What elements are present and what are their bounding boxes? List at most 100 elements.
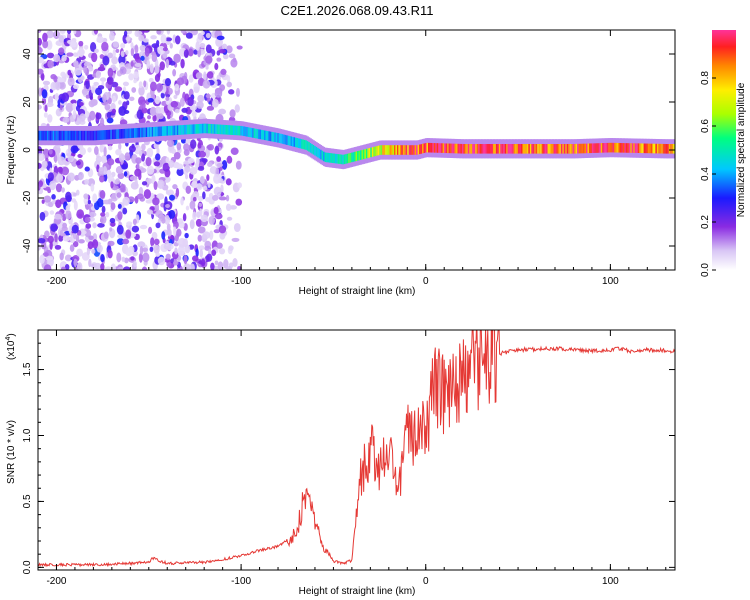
ridge-core-cell (110, 129, 113, 140)
noise-cell (226, 266, 233, 270)
noise-cell (101, 205, 106, 214)
ridge-core-cell (532, 144, 535, 154)
noise-cell (153, 238, 160, 246)
ridge-core-cell (95, 130, 98, 141)
ridge-core-cell (420, 144, 423, 154)
noise-cell (118, 106, 127, 116)
ridge-core-cell (77, 130, 80, 141)
ridge-core-cell (162, 126, 165, 136)
colorbar-label: Normalized spectral amplitude (736, 82, 747, 217)
noise-cell (138, 85, 145, 96)
ridge-core-cell (668, 144, 671, 154)
ridge-core-cell (268, 131, 271, 141)
noise-cell (91, 52, 98, 63)
ridge-core-cell (345, 154, 348, 164)
noise-cell (198, 202, 203, 207)
ridge-core-cell (308, 142, 311, 152)
ridge-core-cell (467, 144, 470, 154)
noise-cell (117, 203, 122, 209)
ridge-core-cell (190, 124, 193, 135)
ridge-core-cell (210, 124, 213, 134)
ridge-core-cell (139, 127, 142, 138)
noise-cell (185, 139, 192, 144)
ridge-core-cell (337, 154, 340, 164)
noise-cell (214, 260, 219, 265)
noise-cell (65, 102, 74, 113)
noise-cell (202, 191, 206, 200)
ridge-core-cell (544, 144, 547, 154)
noise-cell (88, 235, 94, 241)
noise-cell (38, 45, 41, 51)
ridge-core-cell (315, 146, 318, 157)
ridge-core-cell (169, 125, 172, 136)
ridge-core-cell (439, 143, 442, 153)
ridge-core-cell (560, 144, 563, 154)
noise-cell (195, 218, 203, 227)
noise-cell (38, 104, 42, 110)
noise-cell (99, 54, 105, 59)
ridge-core-cell (320, 149, 323, 160)
ridge-core-cell (402, 145, 405, 155)
ridge-core-cell (475, 144, 478, 154)
ridge-core-cell (596, 143, 599, 153)
noise-cell (145, 156, 152, 167)
noise-cell (141, 143, 146, 151)
ridge-core-cell (656, 143, 659, 154)
noise-cell (173, 53, 181, 63)
ridge-core-cell (230, 125, 233, 135)
noise-cell (100, 212, 106, 217)
noise-cell (226, 155, 233, 164)
noise-cell (109, 217, 116, 224)
noise-cell (185, 205, 190, 211)
noise-cell (112, 41, 119, 48)
ridge-core-cell (58, 130, 61, 141)
noise-cell (87, 199, 91, 205)
noise-cell (47, 201, 54, 208)
ridge-core-cell (138, 127, 141, 138)
ridge-core-cell (362, 149, 365, 160)
ridge-core-cell (46, 130, 49, 141)
noise-cell (131, 225, 140, 233)
colorbar-tick-label: 0.8 (700, 71, 711, 85)
snr-x-ticks: -200 -100 0 100 (37, 330, 667, 587)
noise-cell (133, 79, 137, 84)
x-tick-label: 100 (602, 276, 619, 287)
ridge-core-cell (414, 145, 417, 155)
noise-cell (133, 71, 139, 79)
noise-cell (72, 84, 80, 90)
noise-cell (183, 49, 189, 59)
ridge-core-cell (340, 154, 343, 165)
ridge-core-cell (389, 145, 392, 155)
noise-cell (165, 37, 173, 42)
ridge-core-cell (153, 126, 156, 137)
ridge-core-cell (151, 127, 154, 137)
noise-cell (53, 54, 61, 63)
noise-cell (164, 215, 171, 225)
ridge-core-cell (410, 145, 413, 155)
noise-cell (92, 193, 98, 204)
ridge-core-cell (537, 144, 540, 154)
noise-cell (150, 237, 155, 247)
noise-cell (142, 252, 150, 263)
noise-cell (183, 263, 191, 270)
spectrogram-x-label: Height of straight line (km) (299, 286, 416, 297)
noise-cell (138, 150, 143, 157)
noise-cell (104, 103, 111, 111)
noise-cell (49, 180, 57, 191)
noise-cell (170, 100, 179, 108)
noise-cell (88, 258, 92, 268)
noise-cell (192, 211, 197, 221)
noise-cell (70, 145, 79, 154)
noise-cell (41, 160, 48, 169)
ridge-core-cell (606, 142, 609, 153)
noise-cell (145, 199, 153, 204)
spectrogram-x-ticks: -200 -100 0 100 (37, 30, 667, 287)
noise-cell (143, 80, 147, 88)
ridge-core-cell (385, 145, 388, 155)
ridge-core-cell (252, 128, 255, 138)
noise-cell (132, 218, 137, 226)
noise-cell (73, 258, 78, 267)
ridge-core-cell (275, 132, 278, 143)
noise-cell (85, 94, 90, 99)
ridge-core-cell (391, 145, 394, 155)
